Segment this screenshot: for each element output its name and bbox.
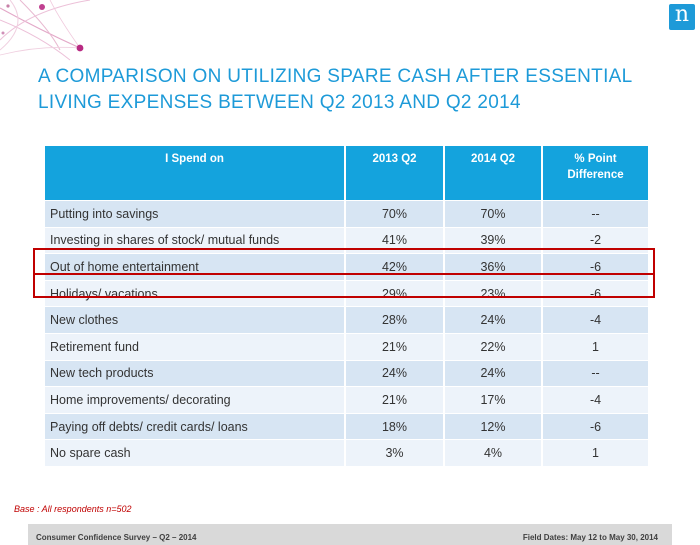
cell-category: No spare cash xyxy=(45,439,346,466)
header-spend-on: I Spend on xyxy=(45,146,346,201)
footer-survey-name: Consumer Confidence Survey – Q2 – 2014 xyxy=(36,533,197,542)
cell-2014-q2: 36% xyxy=(444,253,543,281)
table-header-row: I Spend on 2013 Q2 2014 Q2 % Point Diffe… xyxy=(45,146,648,201)
cell-2014-q2: 70% xyxy=(444,200,543,228)
table-row: No spare cash 3% 4% 1 xyxy=(45,439,648,466)
cell-2013-q2: 18% xyxy=(345,412,445,440)
cell-category: Retirement fund xyxy=(45,332,346,361)
cell-point-difference: -6 xyxy=(542,279,648,307)
cell-2014-q2: 24% xyxy=(444,306,543,334)
cell-2014-q2: 22% xyxy=(444,332,543,361)
cell-category: New tech products xyxy=(45,359,346,387)
page-title: A COMPARISON ON UTILIZING SPARE CASH AFT… xyxy=(38,66,632,113)
cell-category: Holidays/ vacations xyxy=(45,279,346,307)
cell-2013-q2: 70% xyxy=(345,200,445,228)
cell-2013-q2: 21% xyxy=(345,332,445,361)
cell-point-difference: 1 xyxy=(542,332,648,361)
cell-point-difference: -4 xyxy=(542,306,648,334)
cell-category: Paying off debts/ credit cards/ loans xyxy=(45,412,346,440)
spending-comparison-table: I Spend on 2013 Q2 2014 Q2 % Point Diffe… xyxy=(45,146,648,466)
nielsen-logo: n xyxy=(669,4,695,30)
header-2013-q2: 2013 Q2 xyxy=(345,146,445,201)
cell-category: Putting into savings xyxy=(45,200,346,228)
cell-2014-q2: 24% xyxy=(444,359,543,387)
cell-point-difference: -- xyxy=(542,200,648,228)
cell-category: Home improvements/ decorating xyxy=(45,386,346,414)
cell-2014-q2: 23% xyxy=(444,279,543,307)
cell-2014-q2: 4% xyxy=(444,439,543,466)
header-point-difference: % Point Difference xyxy=(542,146,648,201)
table-row: Retirement fund 21% 22% 1 xyxy=(45,332,648,361)
cell-2013-q2: 28% xyxy=(345,306,445,334)
cell-2014-q2: 17% xyxy=(444,386,543,414)
cell-2013-q2: 21% xyxy=(345,386,445,414)
cell-point-difference: -6 xyxy=(542,412,648,440)
cell-point-difference: -- xyxy=(542,359,648,387)
cell-point-difference: -4 xyxy=(542,386,648,414)
footer-bar: Consumer Confidence Survey – Q2 – 2014 F… xyxy=(28,524,672,545)
cell-2013-q2: 24% xyxy=(345,359,445,387)
table-row: Out of home entertainment 42% 36% -6 xyxy=(45,253,648,281)
header-2014-q2: 2014 Q2 xyxy=(444,146,543,201)
footer-field-dates: Field Dates: May 12 to May 30, 2014 xyxy=(522,533,658,542)
table-row: Holidays/ vacations 29% 23% -6 xyxy=(45,279,648,307)
table-row: Home improvements/ decorating 21% 17% -4 xyxy=(45,386,648,414)
cell-category: New clothes xyxy=(45,306,346,334)
table-row: New tech products 24% 24% -- xyxy=(45,359,648,387)
cell-point-difference: -6 xyxy=(542,253,648,281)
cell-2013-q2: 42% xyxy=(345,253,445,281)
table-row: Paying off debts/ credit cards/ loans 18%… xyxy=(45,412,648,440)
cell-category: Out of home entertainment xyxy=(45,253,346,281)
cell-2013-q2: 29% xyxy=(345,279,445,307)
highlight-box xyxy=(33,248,655,298)
base-note: Base : All respondents n=502 xyxy=(14,504,132,514)
cell-point-difference: 1 xyxy=(542,439,648,466)
decorative-network-graphic xyxy=(0,0,91,61)
cell-2014-q2: 12% xyxy=(444,412,543,440)
cell-2013-q2: 3% xyxy=(345,439,445,466)
table-row: New clothes 28% 24% -4 xyxy=(45,306,648,334)
table-row: Putting into savings 70% 70% -- xyxy=(45,200,648,228)
